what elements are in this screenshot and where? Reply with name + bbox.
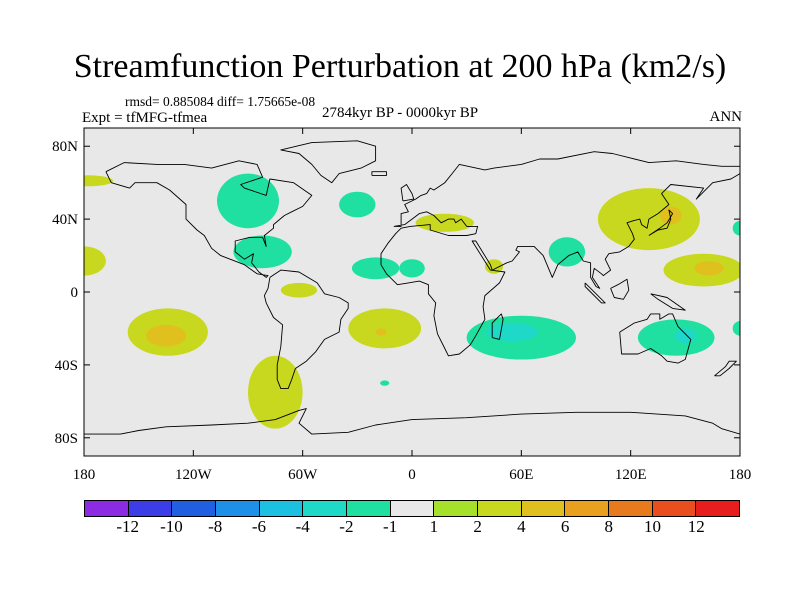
anomaly-layer [84,173,740,429]
coastline-new-guinea [650,293,686,311]
anomaly-south-atlantic-core [375,328,387,336]
coastline-madagascar [491,313,504,340]
season-label: ANN [709,109,743,125]
colorbar-label-4: -4 [295,517,310,536]
y-tick-label-4: 80S [55,431,78,447]
colorbar-swatch-2 [172,501,217,516]
anomaly-south-pacific-core [146,324,186,347]
colorbar-swatch-13 [652,501,697,516]
colorbar-swatch-1 [128,501,173,516]
colorbar-swatch-11 [565,501,610,516]
colorbar-label-0: -12 [116,517,140,536]
coastline-greenland [280,140,377,184]
colorbar-label-11: 8 [604,517,614,536]
coastline-south-america [263,269,349,390]
anomaly-north-atlantic [339,191,376,218]
coastline-borneo [610,278,630,300]
colorbar-swatch-12 [609,501,653,516]
colorbar-label-9: 4 [517,517,526,536]
anomaly-gulf-of-mexico [233,235,292,269]
plot-background [84,128,740,456]
x-tick-label-5: 120E [615,467,647,483]
experiment-label: Expt = tfMFG-tfmea [82,110,208,126]
coastline-layer [84,140,740,435]
x-tick-label-6: 180 [729,467,752,483]
anomaly-south-atlantic-small [380,380,390,386]
colorbar-label-6: -1 [383,517,398,536]
anomaly-australia-core [674,328,697,344]
colorbar-label-10: 6 [560,517,570,536]
colorbar-swatch-0 [85,501,129,516]
colorbar-label-3: -6 [251,517,267,536]
colorbar-label-1: -10 [160,517,183,536]
y-tick-label-2: 0 [71,285,79,301]
anomaly-mediterranean [415,213,474,232]
x-tick-label-0: 180 [73,467,96,483]
x-tick-label-2: 60W [288,467,318,483]
colorbar-label-2: -8 [208,517,223,536]
coastline-iceland [371,171,387,176]
anomaly-south-atlantic [348,308,422,349]
colorbar-swatch-14 [696,501,740,516]
coastline-north-america [105,160,313,278]
anomaly-tropical-atlantic-west [280,282,318,298]
colorbar-swatch-7 [390,501,435,516]
period-label: 2784kyr BP - 0000kyr BP [322,105,479,121]
colorbar-swatch-9 [478,501,522,516]
colorbar-label-12: 10 [644,517,662,536]
colorbar-swatch-8 [434,501,479,516]
coastline-antarctica [84,408,740,435]
coastline-new-zealand [714,360,737,377]
anomaly-west-pacific-core [694,261,724,276]
anomaly-north-america [217,173,279,229]
stats-line: rmsd= 0.885084 diff= 1.75665e-08 [125,94,316,109]
y-tick-label-3: 40S [55,358,78,374]
colorbar-swatch-10 [521,501,566,516]
anomaly-date-line-east [732,220,740,236]
colorbar-label-13: 12 [687,517,705,536]
colorbar-swatch-5 [303,501,348,516]
coastline-japan [648,209,674,236]
coastline-eurasia-africa [380,151,740,357]
coastline-sumatra [584,282,606,304]
colorbar-swatch-6 [347,501,391,516]
y-tick-label-1: 40N [52,212,78,228]
x-tick-label-3: 0 [408,467,416,483]
anomaly-date-line-south [732,321,740,336]
anomaly-ne-pacific-west [84,246,106,276]
colorbar-label-5: -2 [339,517,354,536]
y-tick-label-0: 80N [52,139,78,155]
coastline-great-britain [400,184,415,202]
anomaly-equatorial-atlantic [351,257,400,280]
chart-title: Streamfunction Perturbation at 200 hPa (… [73,48,727,85]
anomaly-east-asia-core [659,206,682,225]
colorbar-label-7: 1 [429,517,439,536]
x-tick-label-4: 60E [509,467,533,483]
coastline-australia [619,313,692,364]
colorbar-swatch-4 [259,501,304,516]
x-tick-label-1: 120W [175,467,213,483]
colorbar-labels: -12 -10 -8 -6 -4 -2 -1 1 2 4 6 8 10 12 [0,517,800,541]
anomaly-india [548,237,586,267]
anomaly-west-africa [399,259,425,278]
colorbar-label-8: 2 [473,517,482,536]
anomaly-ne-pacific-arctic [84,175,114,187]
anomaly-southern-africa-core [486,323,538,342]
anomaly-south-america [247,355,303,429]
axis-ticks: 180 120W 60W 0 60E 120E 180 80N 40N 0 40S 80S [52,128,751,483]
colorbar [84,500,740,517]
colorbar-swatch-3 [216,501,260,516]
